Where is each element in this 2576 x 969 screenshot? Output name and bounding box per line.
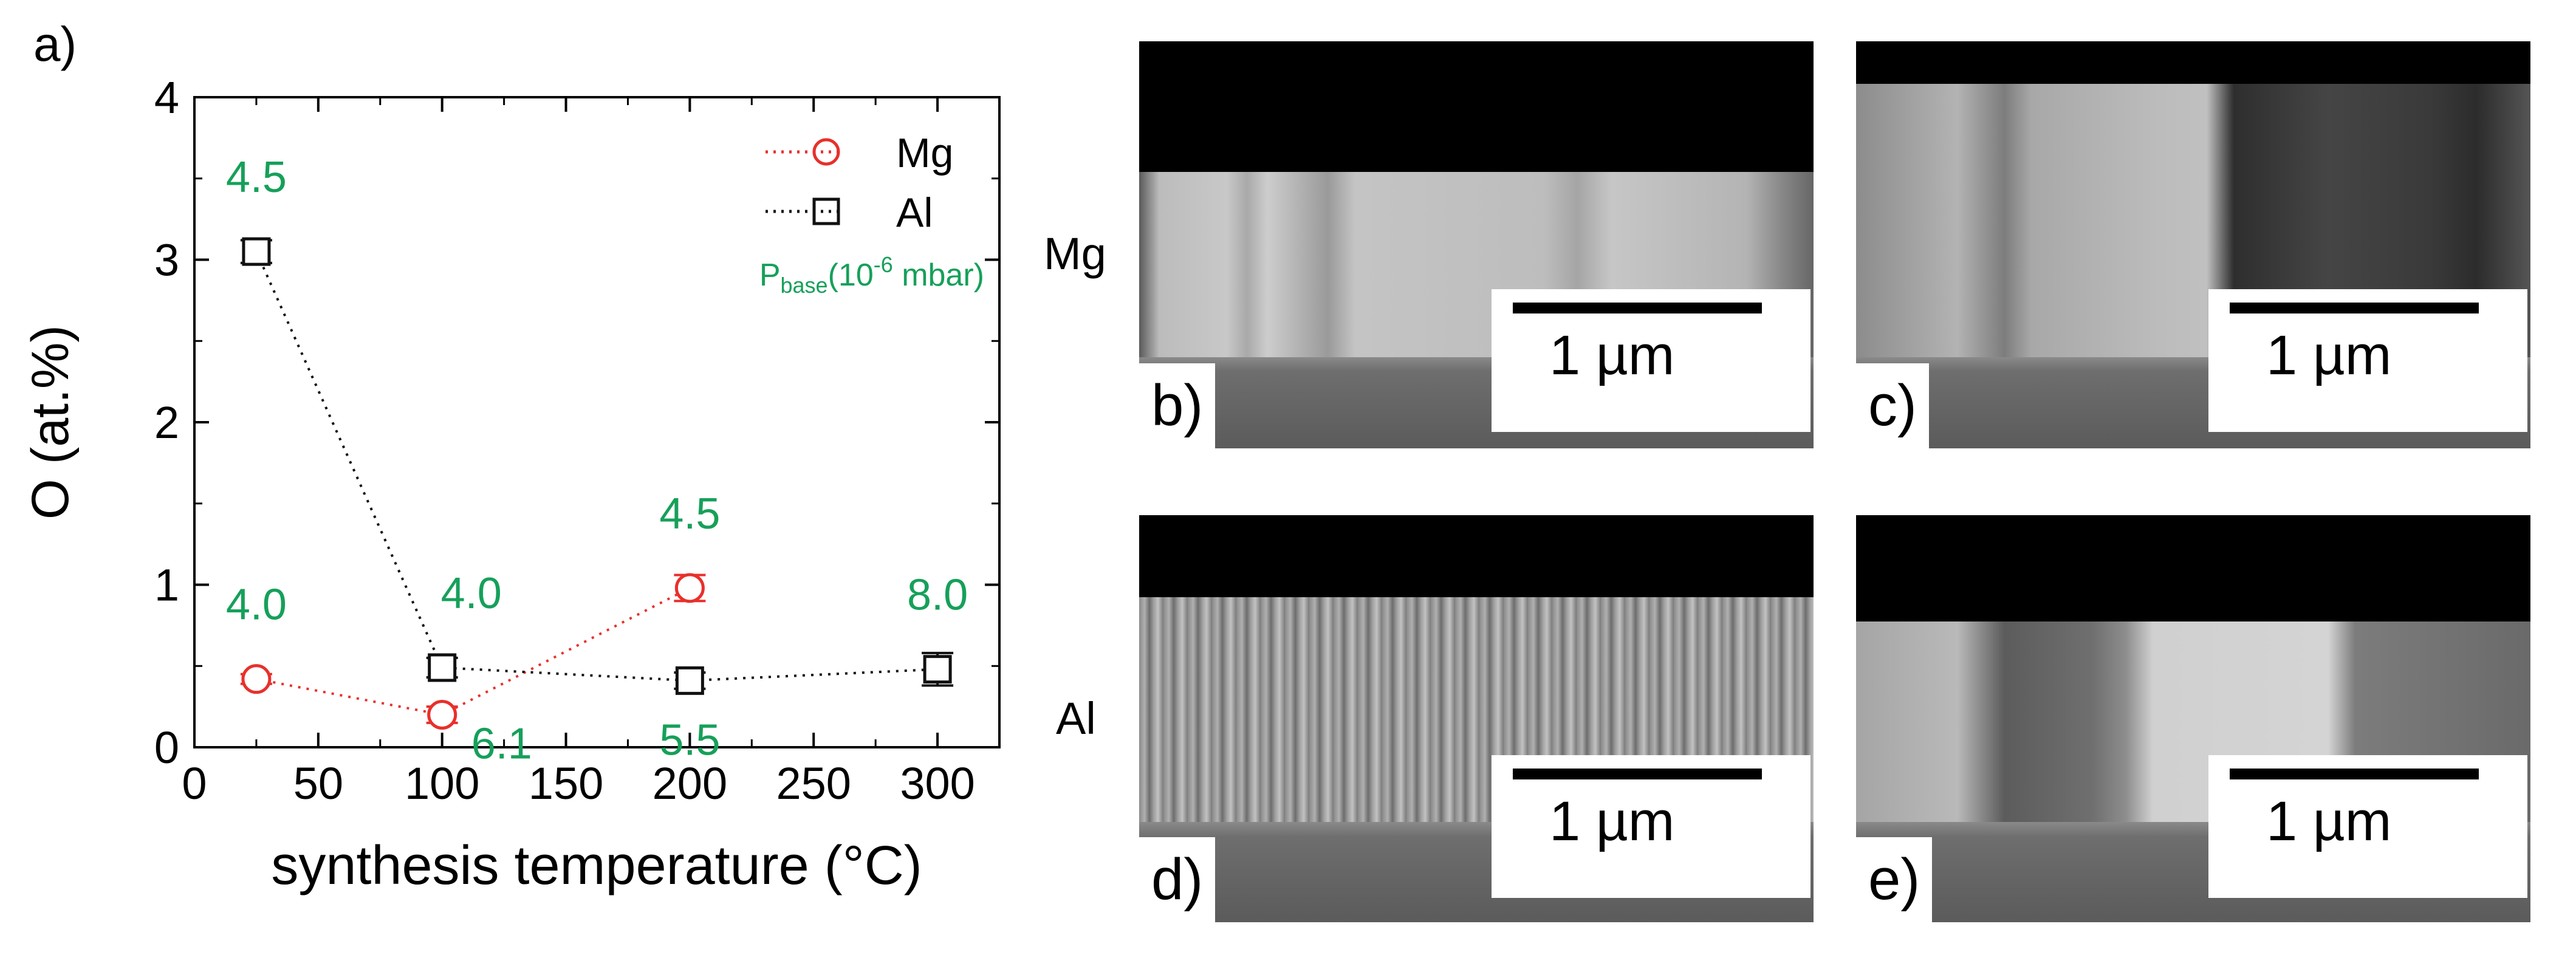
pressure-label-mg: 6.1 (471, 720, 532, 769)
oxygen-content-chart: a) 0 50 100 150 200 250 300 0 1 2 3 4 synthesis tem… (21, 17, 1001, 896)
legend-pressure-note: Pbase(10-6 mbar) (759, 252, 984, 298)
y-tick-label: 3 (154, 235, 179, 286)
x-tick-label: 50 (293, 758, 343, 809)
panel-label-b: b) (1139, 363, 1216, 448)
marker-circle (241, 664, 272, 694)
scale-bar (1513, 303, 1762, 313)
x-axis-title: synthesis temperature (°C) (271, 835, 922, 896)
y-tick-label: 2 (154, 397, 179, 448)
series-marks (240, 237, 954, 730)
legend-mg-marker (812, 138, 840, 166)
scale-bar (2230, 303, 2479, 313)
sem-image-b: 1 µm b) (1139, 41, 1814, 448)
y-tick-label: 1 (154, 560, 179, 611)
legend-note-sub: base (781, 273, 828, 298)
scale-bar (1513, 769, 1762, 779)
row-label-mg: Mg (1044, 228, 1106, 279)
x-tick-label: 150 (529, 758, 603, 809)
legend-note-exp: -6 (874, 252, 893, 277)
sem-image-d: 1 µm d) (1139, 515, 1814, 922)
scale-bar (2230, 769, 2479, 779)
pressure-label-mg: 4.5 (659, 490, 720, 538)
scale-label: 1 µm (2266, 324, 2392, 386)
x-tick-label: 300 (900, 758, 975, 809)
y-tick-label: 4 (154, 72, 179, 123)
data-point-mg (674, 573, 706, 603)
plot-frame (193, 96, 1001, 748)
scale-label: 1 µm (1549, 790, 1675, 852)
marker-square (242, 237, 271, 266)
pressure-label-al: 8.0 (907, 571, 968, 620)
legend-note-p: P (759, 258, 781, 293)
marker-square (428, 653, 457, 682)
legend-note-rest: (10 (828, 258, 874, 293)
data-point-al (674, 666, 706, 695)
x-tick-label: 250 (776, 758, 851, 809)
x-tick-label: 100 (405, 758, 479, 809)
data-point-mg (240, 664, 272, 694)
data-point-al (426, 653, 458, 682)
panel-label-d: d) (1139, 837, 1216, 922)
marker-circle (427, 700, 457, 730)
series-lines (255, 251, 938, 716)
pressure-annotations: 4.0 6.1 4.5 4.5 4.0 5.5 8.0 (226, 153, 968, 768)
scale-label: 1 µm (2266, 790, 2392, 852)
legend-mg-label: Mg (896, 130, 953, 176)
marker-square (923, 655, 952, 684)
series-line-al (255, 251, 938, 682)
scale-label: 1 µm (1549, 324, 1675, 386)
sem-image-e: 1 µm e) (1856, 515, 2530, 922)
pressure-label-mg: 4.0 (226, 581, 287, 629)
legend-al-label: Al (896, 190, 933, 236)
y-axis-title: O (at.%) (21, 325, 80, 519)
legend-note-end: mbar) (893, 258, 984, 293)
x-tick-label: 200 (653, 758, 727, 809)
legend: Mg Al Pbase(10-6 mbar) (759, 130, 984, 298)
pressure-label-al: 5.5 (659, 716, 720, 764)
data-point-al (240, 237, 272, 266)
panel-label-c: c) (1856, 363, 1929, 448)
pressure-label-al: 4.0 (441, 569, 502, 618)
marker-circle (674, 573, 705, 603)
row-label-al: Al (1056, 693, 1096, 744)
pressure-label-al: 4.5 (226, 153, 287, 202)
data-point-al (922, 651, 954, 687)
y-tick-label: 0 (154, 722, 179, 773)
x-tick-label: 0 (182, 758, 207, 809)
sem-image-c: 1 µm c) (1856, 41, 2530, 448)
legend-al-marker (812, 197, 840, 225)
panel-label-e: e) (1856, 837, 1933, 922)
panel-a-label: a) (33, 17, 77, 71)
data-point-mg (426, 700, 458, 730)
axes: 0 50 100 150 200 250 300 0 1 2 3 4 (154, 72, 999, 809)
marker-square (675, 666, 704, 695)
